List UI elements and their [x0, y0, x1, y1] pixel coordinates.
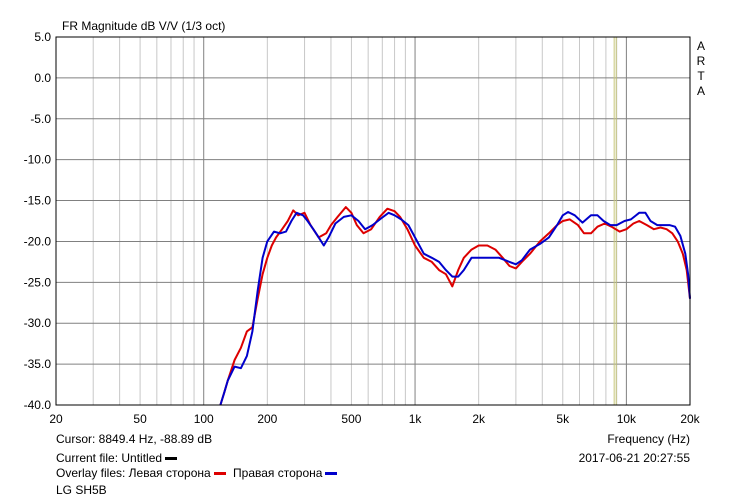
series-layer	[219, 206, 691, 406]
arta-letter: R	[696, 54, 706, 68]
x-axis-label: Frequency (Hz)	[607, 432, 690, 446]
y-tick-label: -25.0	[24, 275, 52, 289]
x-tick-label: 20	[49, 412, 63, 426]
current-file: Current file: Untitled	[56, 451, 181, 465]
current-file-label: Current file: Untitled	[56, 451, 163, 465]
y-tick-label: -20.0	[24, 234, 52, 248]
x-tick-label: 2k	[472, 412, 486, 426]
x-tick-label: 200	[257, 412, 277, 426]
device-name: LG SH5B	[56, 483, 107, 497]
arta-label: A R T A	[696, 39, 706, 99]
timestamp: 2017-06-21 20:27:55	[578, 451, 690, 465]
overlay-files: Overlay files: Левая сторона Правая стор…	[56, 466, 341, 480]
x-tick-label: 1k	[409, 412, 423, 426]
overlay-label: Overlay files: Левая сторона	[56, 466, 211, 480]
legend-swatch-right	[325, 472, 338, 476]
grid	[56, 37, 690, 405]
x-tick-label: 100	[194, 412, 214, 426]
arta-letter: T	[697, 69, 705, 83]
x-tick-label: 10k	[617, 412, 637, 426]
y-tick-label: -5.0	[30, 112, 51, 126]
x-axis-ticks: 20 50 100 200 500 1k 2k 5k 10k 20k	[49, 412, 700, 426]
y-tick-label: -15.0	[24, 194, 52, 208]
x-tick-label: 500	[341, 412, 361, 426]
y-tick-label: 5.0	[34, 30, 51, 44]
y-tick-label: -40.0	[24, 398, 52, 412]
series-line-2	[219, 211, 691, 406]
x-tick-label: 50	[133, 412, 147, 426]
arta-letter: A	[696, 39, 705, 53]
plot-frame	[55, 36, 691, 406]
y-tick-label: -35.0	[24, 357, 52, 371]
chart-title: FR Magnitude dB V/V (1/3 oct)	[62, 19, 226, 33]
series-line-1	[219, 206, 691, 406]
arta-letter: A	[696, 84, 705, 98]
cursor-line[interactable]	[613, 37, 617, 405]
y-axis-ticks: 5.0 0.0 -5.0 -10.0 -15.0 -20.0 -25.0 -30.0 -35.0…	[24, 30, 52, 412]
overlay-second-label: Правая сторона	[233, 466, 323, 480]
cursor-readout: Cursor: 8849.4 Hz, -88.89 dB	[56, 432, 213, 446]
current-file-swatch	[165, 457, 178, 461]
y-tick-label: 0.0	[34, 71, 51, 85]
y-tick-label: -10.0	[24, 153, 52, 167]
y-tick-label: -30.0	[24, 316, 52, 330]
legend-swatch-left	[213, 472, 226, 476]
x-tick-label: 5k	[556, 412, 570, 426]
x-tick-label: 20k	[680, 412, 700, 426]
